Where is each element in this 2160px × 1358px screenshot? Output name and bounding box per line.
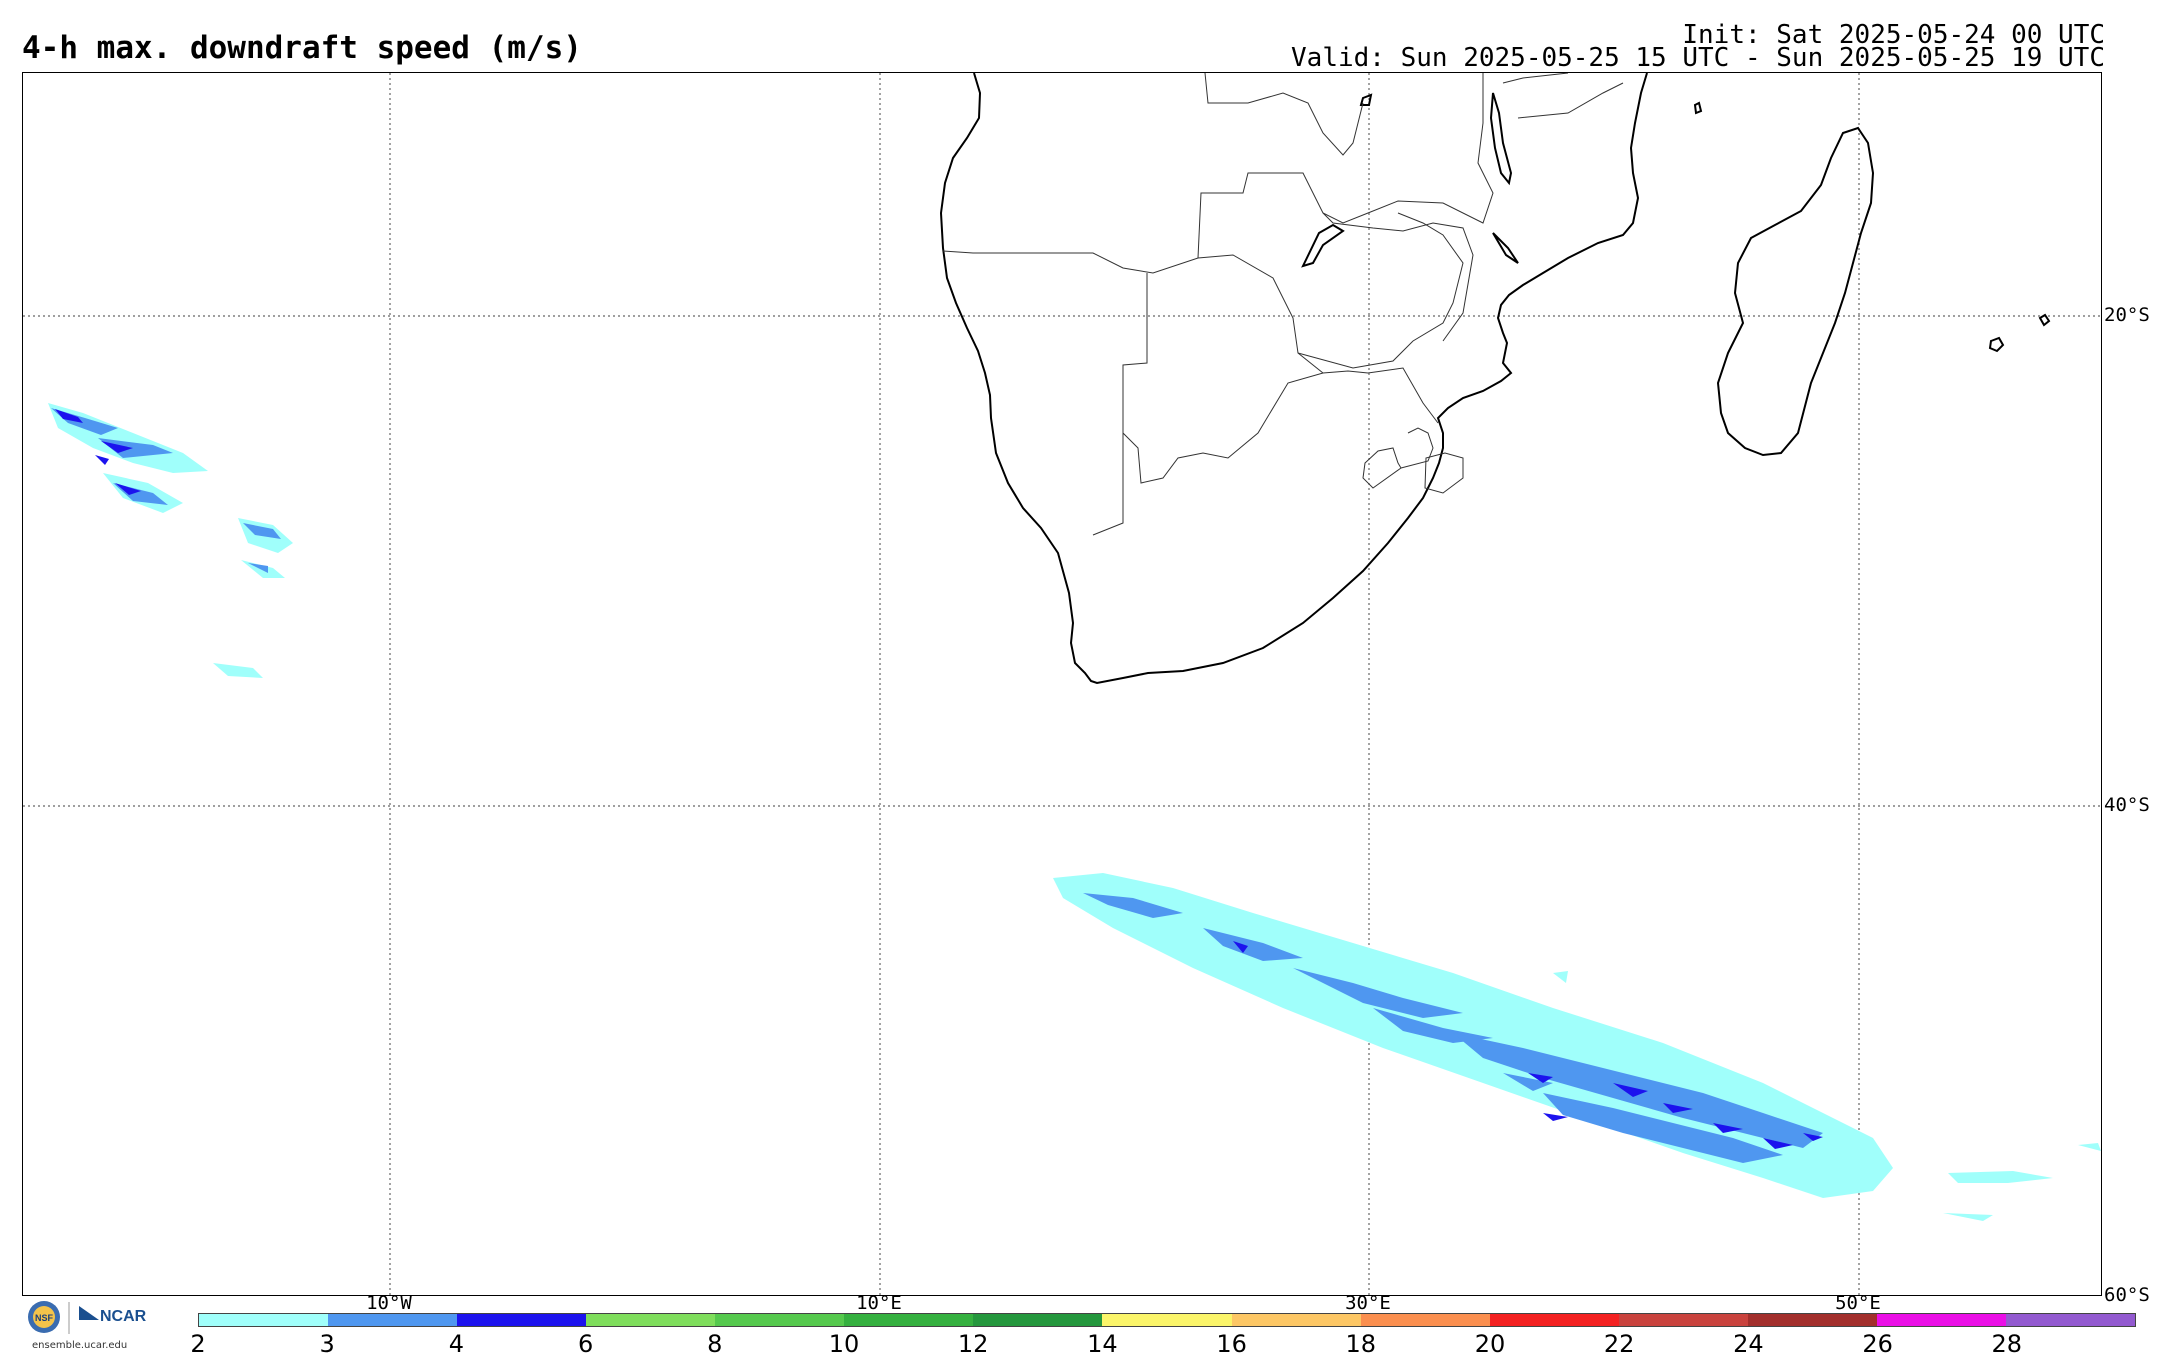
island-reunion — [2038, 313, 2051, 327]
lake-malawi — [1489, 92, 1513, 186]
colorbar-segment — [715, 1314, 845, 1326]
colorbar-tick-label: 14 — [1087, 1330, 1118, 1358]
colorbar-tick-label: 26 — [1862, 1330, 1893, 1358]
map-title: 4-h max. downdraft speed (m/s) — [22, 30, 582, 66]
nsf-badge-text: NSF — [35, 1313, 54, 1323]
colorbar-segment — [1747, 1314, 1877, 1326]
lon-label-50e: 50°E — [1835, 1292, 1881, 1314]
map-panel[interactable] — [22, 72, 2102, 1296]
colorbar-segment — [328, 1314, 458, 1326]
colorbar-tick-label: 4 — [448, 1330, 465, 1358]
colorbar-segment — [844, 1314, 974, 1326]
nsf-ncar-logo: NSF — [28, 1301, 99, 1334]
graticule — [23, 73, 2101, 1295]
valid-time: Valid: Sun 2025-05-25 15 UTC - Sun 2025-… — [1291, 43, 2105, 73]
colorbar-tick-label: 20 — [1474, 1330, 1506, 1358]
init-time: Init: Sat 2025-05-24 00 UTC — [1682, 20, 2105, 50]
colorbar-segment — [1618, 1314, 1748, 1326]
colorbar-segment — [457, 1314, 587, 1326]
colorbar-tick-label: 3 — [319, 1330, 335, 1358]
colorbar — [198, 1313, 2136, 1327]
colorbar-tick-label: 10 — [828, 1330, 860, 1358]
logo-url: ensemble.ucar.edu — [32, 1340, 128, 1351]
lat-label-20s: 20°S — [2104, 304, 2150, 326]
colorbar-segment — [1231, 1314, 1361, 1326]
colorbar-tick-label: 12 — [957, 1330, 989, 1358]
map-canvas — [23, 73, 2101, 1295]
madagascar — [1716, 126, 1875, 457]
shading-atlantic-cells — [48, 403, 293, 678]
ncar-mark-icon — [79, 1306, 99, 1320]
colorbar-tick-label: 24 — [1733, 1330, 1764, 1358]
lon-label-10e: 10°E — [856, 1292, 902, 1314]
lon-label-30e: 30°E — [1345, 1292, 1391, 1314]
colorbar-tick-label: 16 — [1216, 1330, 1247, 1358]
africa-coast — [939, 73, 1648, 685]
colorbar-segment — [586, 1314, 716, 1326]
colorbar-tick-label: 6 — [577, 1330, 594, 1358]
colorbar-segment — [1489, 1314, 1619, 1326]
zambezi-delta — [1492, 232, 1519, 264]
colorbar-segment — [199, 1314, 329, 1326]
lat-label-40s: 40°S — [2104, 794, 2150, 816]
colorbar-tick-label: 2 — [190, 1330, 206, 1358]
island-comoros — [1693, 101, 1703, 115]
colorbar-segment — [1102, 1314, 1232, 1326]
colorbar-tick-label: 8 — [707, 1330, 723, 1358]
lon-label-10w: 10°W — [366, 1292, 412, 1314]
shading-southern-band — [1053, 873, 2101, 1221]
colorbar-segment — [1360, 1314, 1490, 1326]
lake-victoria-small — [1359, 93, 1373, 106]
colorbar-segment — [1876, 1314, 2006, 1326]
coastline — [939, 73, 2051, 685]
lat-label-60s: 60°S — [2104, 1284, 2150, 1306]
colorbar-segment — [973, 1314, 1103, 1326]
island-mauritius — [1988, 336, 2005, 353]
colorbar-segment — [2005, 1314, 2135, 1326]
country-borders — [942, 73, 1624, 536]
ncar-wordmark: NCAR — [100, 1308, 147, 1325]
colorbar-tick-label: 18 — [1345, 1330, 1377, 1358]
colorbar-tick-label: 22 — [1603, 1330, 1635, 1358]
lake-kariba — [1301, 223, 1345, 268]
colorbar-tick-label: 28 — [1991, 1330, 2023, 1358]
